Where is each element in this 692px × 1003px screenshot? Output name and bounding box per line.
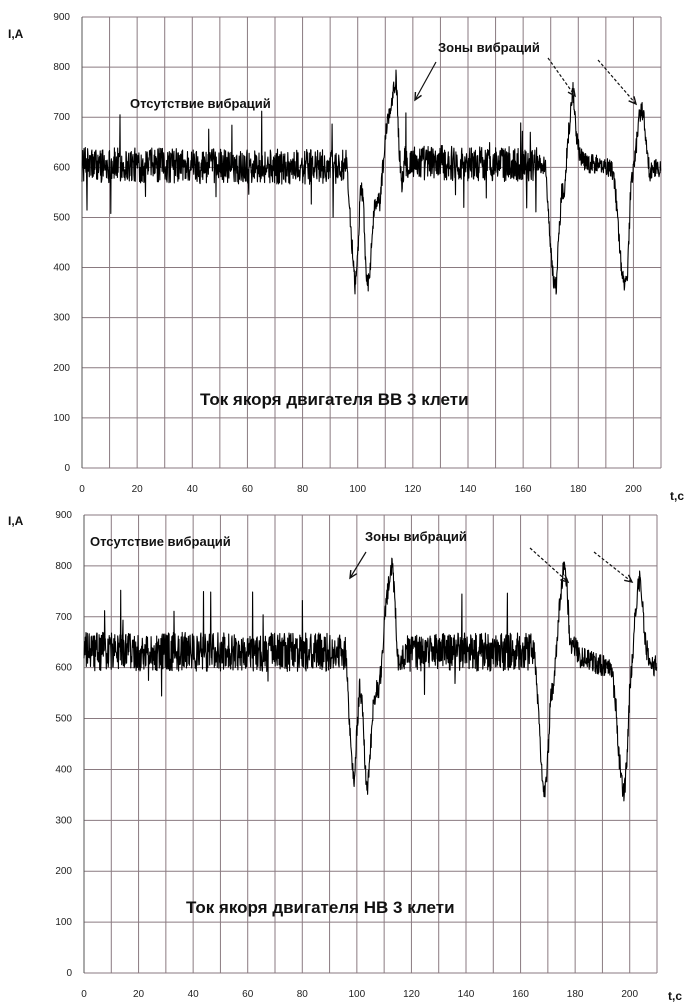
arrowhead: [567, 87, 576, 98]
annotation-arrows: [414, 57, 638, 106]
arrowhead: [624, 574, 634, 583]
y-tick-label: 800: [53, 62, 70, 73]
y-tick-label: 400: [53, 263, 70, 274]
y-tick-label: 100: [53, 413, 70, 424]
chart-title: Ток якоря двигателя НВ 3 клети: [186, 898, 455, 917]
x-tick-label: 140: [460, 484, 477, 495]
x-tick-label: 40: [187, 484, 199, 495]
x-tick-label: 80: [297, 989, 309, 1000]
x-tick-label: 20: [132, 484, 144, 495]
y-tick-label: 900: [53, 12, 70, 23]
annotation-vibration-zones: Зоны вибраций: [438, 40, 540, 55]
y-ticks: 0 100 200 300 400 500 600 700 800 900: [55, 510, 72, 979]
y-tick-label: 900: [55, 510, 72, 521]
x-tick-label: 180: [567, 989, 584, 1000]
annotation-arrow: [529, 547, 569, 583]
chart-title: Ток якоря двигателя ВВ 3 клети: [200, 390, 469, 409]
y-tick-label: 800: [55, 561, 72, 572]
annotation-arrow: [414, 61, 437, 101]
y-tick-label: 600: [53, 162, 70, 173]
annotation-vibration-zones: Зоны вибраций: [365, 529, 467, 544]
y-tick-label: 700: [53, 112, 70, 123]
annotation-arrow: [593, 551, 633, 583]
y-tick-label: 200: [53, 363, 70, 374]
x-axis-label: t,c: [670, 489, 684, 503]
x-ticks: 0 20 40 60 80 100 120 140 160 180 200: [81, 989, 638, 1000]
arrowhead: [349, 569, 358, 580]
current-trace-series: [83, 557, 658, 802]
x-tick-label: 200: [625, 484, 642, 495]
chart-top: 0 100 200 300 400 500 600 700 800 900 0 20 40 60 80 10…: [8, 12, 684, 503]
y-ticks: 0 100 200 300 400 500 600 700 800 900: [53, 12, 70, 474]
x-tick-label: 60: [242, 989, 254, 1000]
x-tick-label: 180: [570, 484, 587, 495]
x-tick-label: 100: [349, 484, 366, 495]
x-tick-label: 160: [512, 989, 529, 1000]
x-tick-label: 100: [349, 989, 366, 1000]
y-tick-label: 200: [55, 866, 72, 877]
x-tick-label: 60: [242, 484, 254, 495]
y-tick-label: 600: [55, 663, 72, 674]
annotation-arrow: [349, 551, 367, 579]
y-tick-label: 400: [55, 764, 72, 775]
annotation-arrows: [349, 547, 634, 584]
y-tick-label: 700: [55, 612, 72, 623]
y-tick-label: 300: [53, 313, 70, 324]
y-tick-label: 0: [66, 968, 72, 979]
y-tick-label: 100: [55, 917, 72, 928]
chart-bottom: 0 100 200 300 400 500 600 700 800 900 0 20 40 60 80 10…: [8, 510, 682, 1003]
x-tick-label: 200: [621, 989, 638, 1000]
annotation-no-vibration: Отсутствие вибраций: [90, 534, 231, 549]
y-axis-label: I,A: [8, 27, 24, 41]
current-trace-series: [81, 69, 662, 295]
x-tick-label: 80: [297, 484, 309, 495]
x-tick-label: 140: [458, 989, 475, 1000]
y-axis-label: I,A: [8, 514, 24, 528]
x-tick-label: 40: [188, 989, 200, 1000]
annotation-arrow: [547, 57, 576, 97]
x-tick-label: 160: [515, 484, 532, 495]
arrowhead: [414, 91, 422, 102]
x-tick-label: 0: [81, 989, 87, 1000]
x-axis-label: t,c: [668, 989, 682, 1003]
y-tick-label: 500: [53, 212, 70, 223]
y-tick-label: 500: [55, 714, 72, 725]
annotation-no-vibration: Отсутствие вибраций: [130, 96, 271, 111]
x-ticks: 0 20 40 60 80 100 120 140 160 180 200: [79, 484, 642, 495]
arrowhead: [560, 574, 570, 584]
grid: [83, 514, 658, 974]
x-tick-label: 120: [405, 484, 422, 495]
x-tick-label: 0: [79, 484, 85, 495]
x-tick-label: 120: [403, 989, 420, 1000]
arrowhead: [628, 96, 638, 106]
y-tick-label: 0: [64, 463, 70, 474]
y-tick-label: 300: [55, 815, 72, 826]
annotation-arrow: [597, 59, 637, 105]
grid: [81, 16, 662, 469]
x-tick-label: 20: [133, 989, 145, 1000]
